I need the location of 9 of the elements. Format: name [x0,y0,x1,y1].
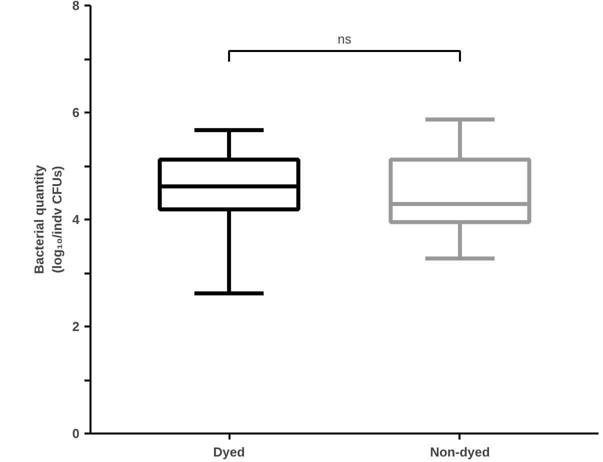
y-axis-title: Bacterial quantity (log₁₀/indv CFUs) [31,164,64,274]
y-tick-label: 6 [72,105,80,120]
y-tick-label: 4 [72,212,80,227]
x-tick-label: Dyed [213,444,245,460]
y-tick-label: 2 [72,319,80,334]
x-tick-label: Non-dyed [430,444,490,460]
y-tick-label: 0 [72,426,80,441]
annotation: ns [338,32,352,47]
y-tick-label: 8 [72,0,80,13]
